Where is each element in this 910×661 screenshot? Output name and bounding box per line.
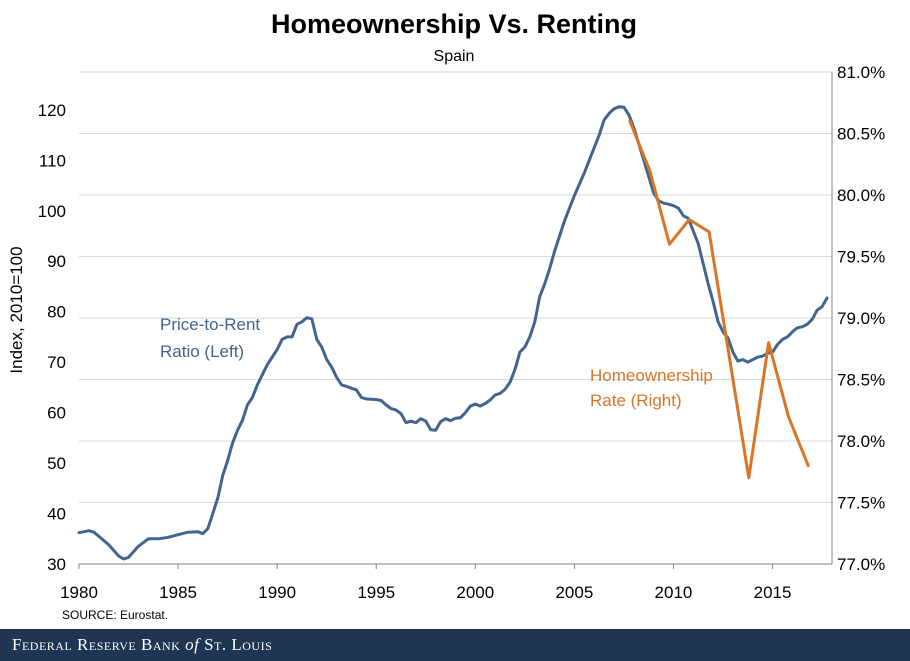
right-tick-label: 78.0% bbox=[837, 432, 885, 451]
right-tick-label: 81.0% bbox=[837, 63, 885, 82]
annotation-price-to-rent-line2: Ratio (Left) bbox=[160, 342, 244, 361]
right-axis-ticks: 77.0% 77.5% 78.0% 78.5% 79.0% 79.5% 80.0% 80.5%… bbox=[837, 63, 885, 574]
x-tick-label: 1990 bbox=[258, 583, 296, 602]
left-tick-label: 50 bbox=[47, 454, 66, 473]
x-tick-label: 1985 bbox=[159, 583, 197, 602]
x-tick-label: 2015 bbox=[754, 583, 792, 602]
right-tick-label: 78.5% bbox=[837, 371, 885, 390]
left-axis-label: Index, 2010=100 bbox=[7, 246, 26, 373]
left-tick-label: 120 bbox=[38, 101, 66, 120]
left-tick-label: 70 bbox=[47, 353, 66, 372]
right-tick-label: 77.0% bbox=[837, 555, 885, 574]
footer-prefix: Federal Reserve Bank bbox=[12, 635, 181, 654]
footer-suffix: St. Louis bbox=[204, 635, 273, 654]
footer-brand: Federal Reserve Bank of St. Louis bbox=[12, 635, 272, 655]
left-tick-label: 30 bbox=[47, 555, 66, 574]
right-tick-label: 80.0% bbox=[837, 186, 885, 205]
x-tick-label: 2005 bbox=[555, 583, 593, 602]
footer-bar: Federal Reserve Bank of St. Louis bbox=[0, 629, 910, 661]
annotation-price-to-rent-line1: Price-to-Rent bbox=[160, 315, 260, 334]
left-axis-ticks: 30 40 50 60 70 80 90 100 110 120 bbox=[38, 101, 66, 574]
x-axis-ticks: 1980 1985 1990 1995 2000 2005 2010 2015 bbox=[60, 564, 791, 602]
left-tick-label: 80 bbox=[47, 303, 66, 322]
chart-subtitle: Spain bbox=[434, 48, 475, 65]
source-note: SOURCE: Eurostat. bbox=[62, 608, 168, 622]
left-tick-label: 90 bbox=[47, 252, 66, 271]
left-tick-label: 60 bbox=[47, 404, 66, 423]
right-tick-label: 79.0% bbox=[837, 309, 885, 328]
footer-of: of bbox=[185, 635, 200, 654]
axes bbox=[79, 72, 833, 565]
x-tick-label: 2000 bbox=[456, 583, 494, 602]
left-tick-label: 110 bbox=[39, 151, 66, 170]
chart-title: Homeownership Vs. Renting bbox=[271, 9, 637, 39]
annotation-homeownership-line1: Homeownership bbox=[590, 366, 713, 385]
x-tick-label: 1995 bbox=[357, 583, 395, 602]
annotation-homeownership-line2: Rate (Right) bbox=[590, 391, 682, 410]
right-tick-label: 80.5% bbox=[837, 125, 885, 144]
right-tick-label: 77.5% bbox=[837, 494, 885, 513]
right-tick-label: 79.5% bbox=[837, 248, 885, 267]
left-tick-label: 100 bbox=[38, 202, 66, 221]
grid-lines bbox=[79, 71, 832, 503]
left-tick-label: 40 bbox=[47, 505, 66, 524]
series-line-homeownership bbox=[628, 119, 810, 480]
series-line-price-to-rent bbox=[77, 105, 829, 561]
x-tick-label: 1980 bbox=[60, 583, 98, 602]
x-tick-label: 2010 bbox=[655, 583, 693, 602]
